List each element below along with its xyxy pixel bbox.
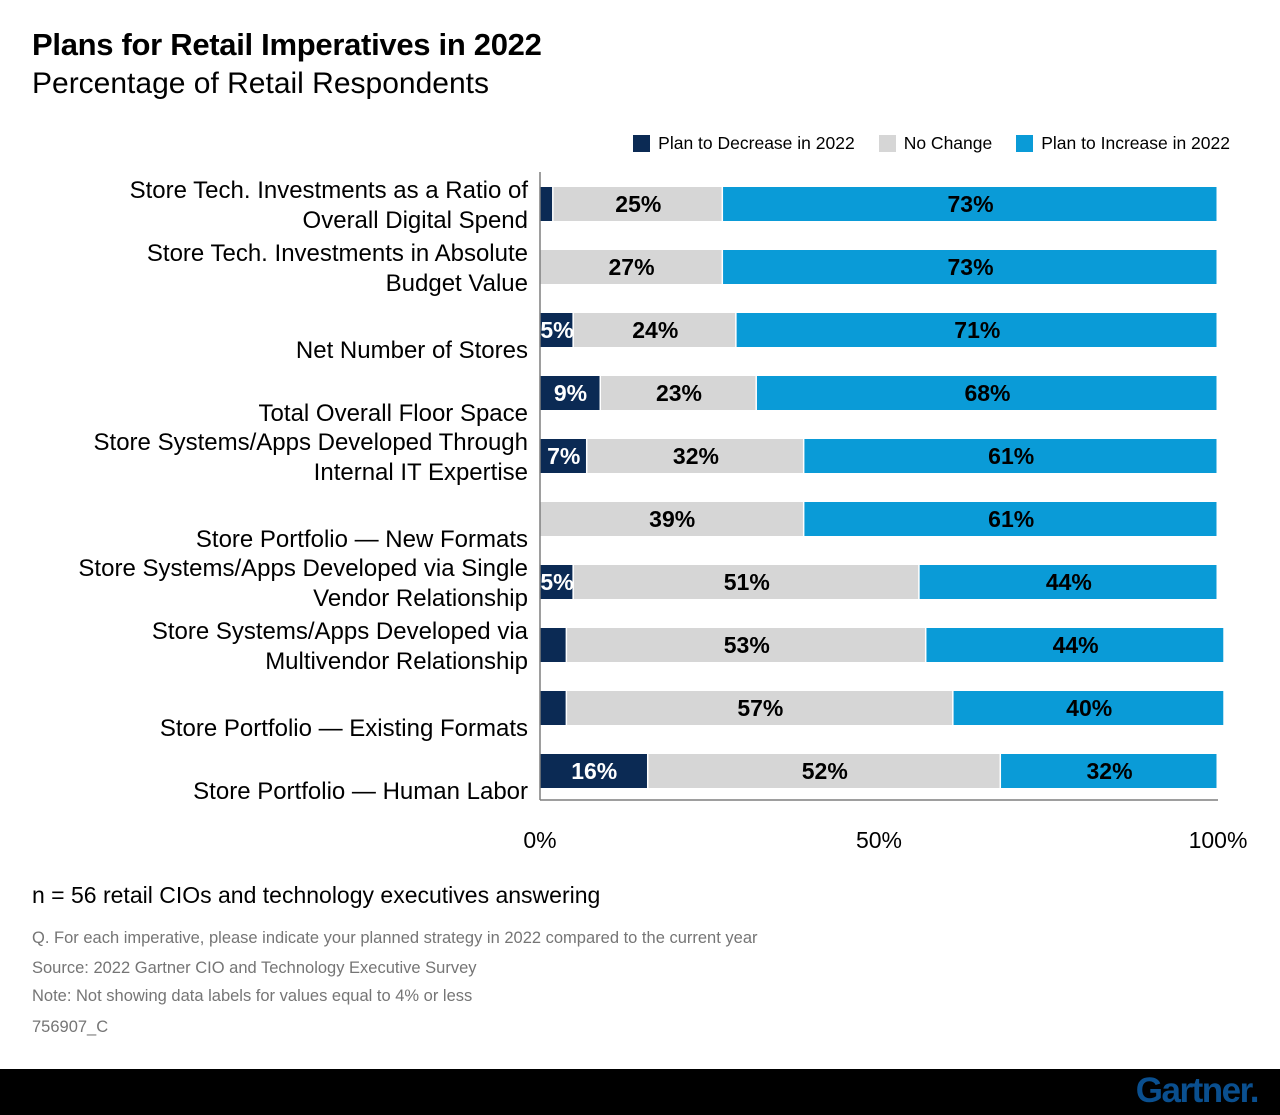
bar-no-change bbox=[573, 313, 736, 347]
bar-decrease bbox=[540, 376, 600, 410]
bar-decrease bbox=[540, 691, 566, 725]
footer-bar: Gartner. bbox=[0, 1069, 1280, 1115]
bar-no-change bbox=[587, 439, 803, 473]
data-label: 61% bbox=[988, 443, 1034, 469]
legend-label-no-change: No Change bbox=[903, 133, 993, 153]
data-label: 5% bbox=[540, 569, 573, 595]
category-label: Net Number of Stores bbox=[296, 337, 528, 364]
category-label: Store Systems/Apps Developed via Single V… bbox=[78, 555, 528, 612]
data-label: 51% bbox=[724, 569, 770, 595]
data-label: 57% bbox=[737, 695, 783, 721]
bar-no-change bbox=[553, 187, 722, 221]
bar-increase bbox=[953, 691, 1224, 725]
x-tick-label: 50% bbox=[856, 827, 902, 853]
bar-no-change bbox=[573, 565, 919, 599]
data-label: 73% bbox=[948, 191, 994, 217]
category-label: Store Portfolio — New Formats bbox=[196, 526, 528, 553]
chart-subtitle: Percentage of Retail Respondents bbox=[32, 67, 489, 100]
category-label: Store Portfolio — Human Labor bbox=[193, 778, 528, 805]
bar-no-change bbox=[601, 376, 756, 410]
data-label: 9% bbox=[554, 380, 587, 406]
data-label: 52% bbox=[802, 758, 848, 784]
data-label: 24% bbox=[632, 317, 678, 343]
question-note: Q. For each imperative, please indicate … bbox=[32, 929, 758, 947]
figure-id: 756907_C bbox=[32, 1018, 109, 1036]
bar-decrease bbox=[540, 439, 586, 473]
legend-item-decrease: Plan to Decrease in 2022 bbox=[633, 133, 855, 154]
x-tick-label: 100% bbox=[1189, 827, 1248, 853]
category-label: Store Systems/Apps Developed via Multiven… bbox=[152, 618, 529, 675]
data-label: 32% bbox=[1086, 758, 1132, 784]
legend: Plan to Decrease in 2022 No Change Plan … bbox=[633, 133, 1230, 154]
data-label: 40% bbox=[1066, 695, 1112, 721]
bar-increase bbox=[926, 628, 1224, 662]
data-label: 44% bbox=[1053, 632, 1099, 658]
stacked-bar-chart: Store Tech. Investments as a Ratio of Ove… bbox=[78, 172, 1248, 853]
bar-no-change bbox=[540, 502, 803, 536]
bar-no-change bbox=[540, 250, 722, 284]
bar-increase bbox=[756, 376, 1217, 410]
gartner-logo: Gartner. bbox=[1135, 1071, 1260, 1110]
category-label: Store Portfolio — Existing Formats bbox=[160, 715, 528, 742]
data-label: 71% bbox=[954, 317, 1000, 343]
bar-increase bbox=[736, 313, 1217, 347]
legend-swatch-increase bbox=[1016, 135, 1034, 152]
data-label: 68% bbox=[964, 380, 1010, 406]
bar-decrease bbox=[540, 754, 647, 788]
data-label: 44% bbox=[1046, 569, 1092, 595]
bar-decrease bbox=[540, 187, 553, 221]
chart-title: Plans for Retail Imperatives in 2022 bbox=[32, 27, 542, 62]
data-label: 27% bbox=[609, 254, 655, 280]
bar-increase bbox=[804, 439, 1217, 473]
legend-label-increase: Plan to Increase in 2022 bbox=[1041, 133, 1230, 153]
data-label: 5% bbox=[540, 317, 573, 343]
data-label-note: Note: Not showing data labels for values… bbox=[32, 987, 473, 1005]
category-label: Total Overall Floor Space bbox=[259, 400, 528, 427]
bar-decrease bbox=[540, 628, 566, 662]
data-label: 61% bbox=[988, 506, 1034, 532]
bar-no-change bbox=[567, 691, 953, 725]
legend-item-increase: Plan to Increase in 2022 bbox=[1016, 133, 1230, 154]
bar-decrease bbox=[540, 565, 573, 599]
category-label: Store Tech. Investments in Absolute Budge… bbox=[147, 240, 528, 297]
category-label: Store Systems/Apps Developed Through Inte… bbox=[94, 429, 528, 486]
data-label: 32% bbox=[673, 443, 719, 469]
data-label: 7% bbox=[547, 443, 580, 469]
sample-size-note: n = 56 retail CIOs and technology execut… bbox=[32, 882, 601, 908]
bar-no-change bbox=[567, 628, 925, 662]
data-label: 25% bbox=[615, 191, 661, 217]
bar-no-change bbox=[648, 754, 1000, 788]
data-label: 39% bbox=[649, 506, 695, 532]
legend-swatch-no-change bbox=[878, 135, 896, 152]
bar-increase bbox=[723, 250, 1217, 284]
x-tick-label: 0% bbox=[523, 827, 556, 853]
data-label: 73% bbox=[948, 254, 994, 280]
bar-increase bbox=[723, 187, 1217, 221]
bar-increase bbox=[919, 565, 1217, 599]
category-label: Store Tech. Investments as a Ratio of Ove… bbox=[130, 177, 529, 234]
bar-increase bbox=[1001, 754, 1217, 788]
bar-decrease bbox=[540, 313, 573, 347]
legend-item-no-change: No Change bbox=[878, 133, 993, 154]
source-note: Source: 2022 Gartner CIO and Technology … bbox=[32, 959, 477, 977]
legend-label-decrease: Plan to Decrease in 2022 bbox=[658, 133, 855, 153]
legend-swatch-decrease bbox=[633, 135, 651, 152]
data-label: 53% bbox=[724, 632, 770, 658]
data-label: 16% bbox=[571, 758, 617, 784]
bar-increase bbox=[804, 502, 1217, 536]
data-label: 23% bbox=[656, 380, 702, 406]
